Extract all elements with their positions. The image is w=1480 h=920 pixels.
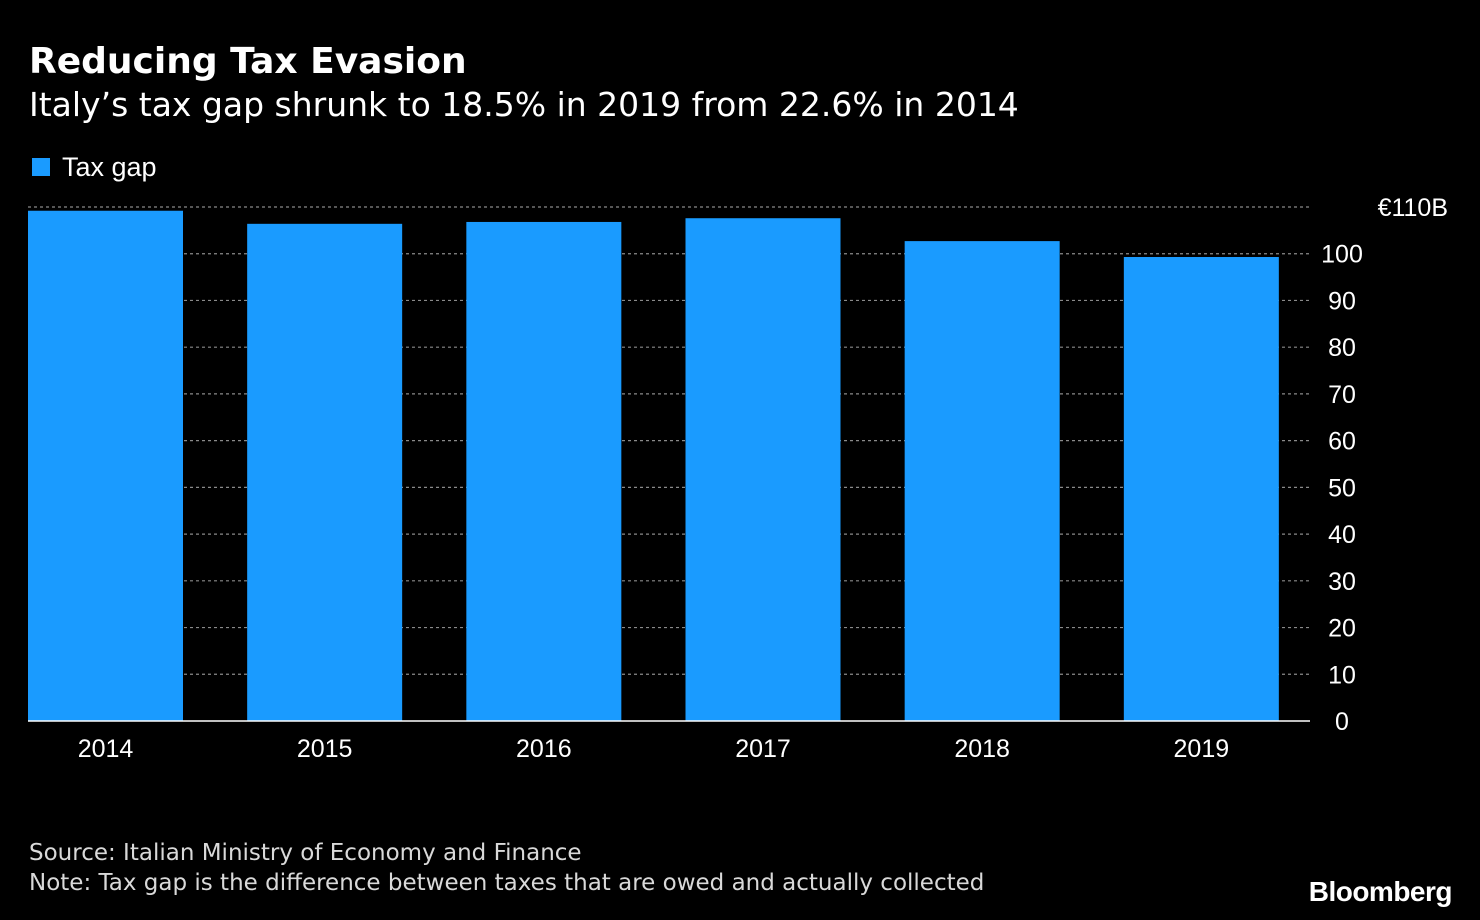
y-tick-label: 100 [1321,241,1363,269]
y-tick-label: 30 [1328,568,1356,596]
legend-swatch [32,158,50,176]
y-tick-label: 20 [1328,615,1356,643]
x-tick-label: 2014 [78,735,134,763]
y-tick-label: 0 [1335,708,1349,736]
bar [904,241,1060,722]
x-tick-label: 2015 [297,735,353,763]
y-tick-label: 70 [1328,381,1356,409]
bar [466,221,622,721]
y-tick-label: €110B [1378,194,1448,222]
chart-title: Reducing Tax Evasion [29,41,467,82]
y-tick-label: 50 [1328,474,1356,502]
x-tick-label: 2017 [735,735,791,763]
chart-subtitle: Italy’s tax gap shrunk to 18.5% in 2019 … [29,85,1019,124]
y-tick-label: 80 [1328,334,1356,362]
bar [28,210,183,722]
y-tick-label: 40 [1328,521,1356,549]
x-tick-label: 2019 [1174,735,1230,763]
footnote: Note: Tax gap is the difference between … [29,870,985,896]
y-tick-label: 60 [1328,428,1356,456]
y-tick-label: 90 [1328,287,1356,315]
bloomberg-logo: Bloomberg [1308,876,1453,907]
bar [247,223,403,721]
bar [1123,256,1279,721]
y-tick-label: 10 [1328,661,1356,689]
x-tick-label: 2016 [516,735,572,763]
x-tick-label: 2018 [954,735,1010,763]
source-note: Source: Italian Ministry of Economy and … [29,840,582,866]
legend: Tax gap [32,150,157,184]
bar [685,218,841,721]
legend-label: Tax gap [62,152,157,182]
